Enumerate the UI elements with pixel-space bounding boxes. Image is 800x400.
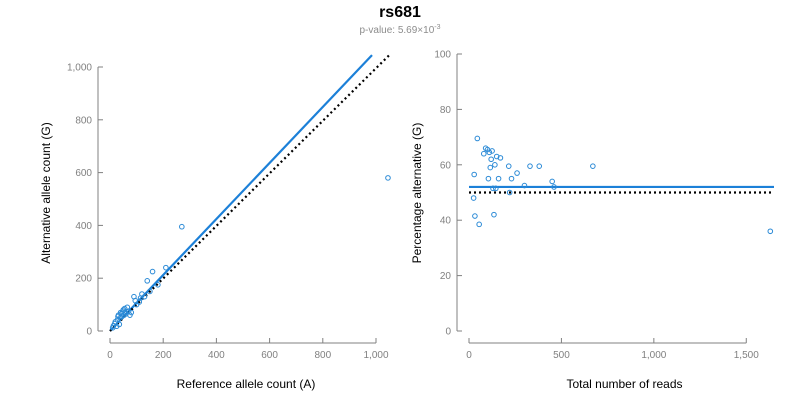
right-data-point — [480, 150, 487, 157]
right-data-point — [493, 185, 499, 192]
right-data-point — [488, 156, 494, 163]
left-y-tick-label: 600 — [75, 168, 92, 179]
left-data-point — [141, 293, 148, 300]
right-y-tick-label: 40 — [440, 216, 452, 227]
right-x-tick-label: 1,500 — [734, 350, 759, 361]
left-y-tick-label: 0 — [86, 327, 92, 338]
right-data-point — [487, 164, 494, 171]
right-data-point — [514, 170, 520, 176]
pvalue-text: p-value: 5.69×10 — [359, 25, 435, 36]
left-data-point — [155, 282, 161, 288]
right-y-tick-label: 60 — [440, 160, 452, 171]
left-x-tick-label: 0 — [107, 350, 113, 361]
right-y-tick-label: 20 — [440, 271, 452, 282]
right-data-point — [767, 228, 774, 235]
right-data-point — [489, 148, 495, 154]
pvalue-exponent: -3 — [434, 24, 441, 31]
right-data-point — [471, 171, 477, 178]
right-data-point — [521, 182, 528, 189]
left-data-point — [128, 309, 135, 316]
left-y-tick-label: 800 — [75, 115, 92, 126]
right-x-tick-label: 1,000 — [641, 350, 666, 361]
right-data-point — [476, 221, 482, 228]
right-y-tick-label: 80 — [440, 105, 452, 116]
right-data-point — [551, 184, 557, 190]
left-data-point — [163, 264, 169, 271]
right-data-point — [527, 163, 533, 169]
right-data-point — [492, 162, 498, 168]
left-x-tick-label: 400 — [208, 350, 225, 361]
left-x-tick-label: 600 — [261, 350, 278, 361]
right-data-point — [474, 135, 481, 142]
left-data-point — [121, 305, 128, 312]
left-x-tick-label: 200 — [155, 350, 172, 361]
left-data-point — [144, 278, 151, 284]
left-y-tick-label: 200 — [75, 274, 92, 285]
left-y-tick-label: 400 — [75, 221, 92, 232]
left-x-axis-label: Reference allele count (A) — [177, 377, 316, 391]
left-fit-line — [109, 54, 373, 332]
right-data-point — [486, 149, 493, 156]
left-data-point — [385, 175, 391, 181]
right-data-point — [485, 175, 492, 182]
left-data-point — [147, 288, 153, 295]
right-data-point — [549, 178, 555, 185]
right-y-axis-label: Percentage alternative (G) — [410, 123, 424, 264]
right-x-tick-label: 500 — [553, 350, 570, 361]
left-data-point — [149, 268, 156, 275]
right-data-point — [506, 189, 513, 196]
left-data-point — [179, 223, 185, 230]
left-y-tick-label: 1,000 — [67, 63, 92, 74]
right-y-tick-label: 100 — [434, 50, 451, 61]
chart-title: rs681 — [379, 4, 421, 21]
right-data-point — [470, 195, 477, 201]
right-data-point — [508, 175, 515, 182]
right-data-point — [491, 211, 497, 218]
left-data-point — [127, 312, 133, 318]
left-x-tick-label: 1,000 — [363, 350, 388, 361]
right-data-point — [472, 213, 478, 219]
left-y-axis-label: Alternative allele count (G) — [39, 122, 53, 263]
pvalue-subtitle: p-value: 5.69×10-3 — [0, 24, 800, 36]
right-data-point — [497, 155, 504, 161]
right-x-tick-label: 0 — [466, 350, 472, 361]
left-expected-line — [109, 54, 391, 332]
right-data-point — [536, 163, 543, 169]
right-y-tick-label: 0 — [445, 327, 451, 338]
right-data-point — [505, 163, 512, 169]
right-x-axis-label: Total number of reads — [566, 377, 682, 391]
right-data-point — [590, 163, 596, 169]
right-data-point — [495, 175, 502, 182]
left-data-point — [116, 321, 123, 328]
right-data-point — [490, 185, 496, 192]
left-x-tick-label: 800 — [314, 350, 331, 361]
